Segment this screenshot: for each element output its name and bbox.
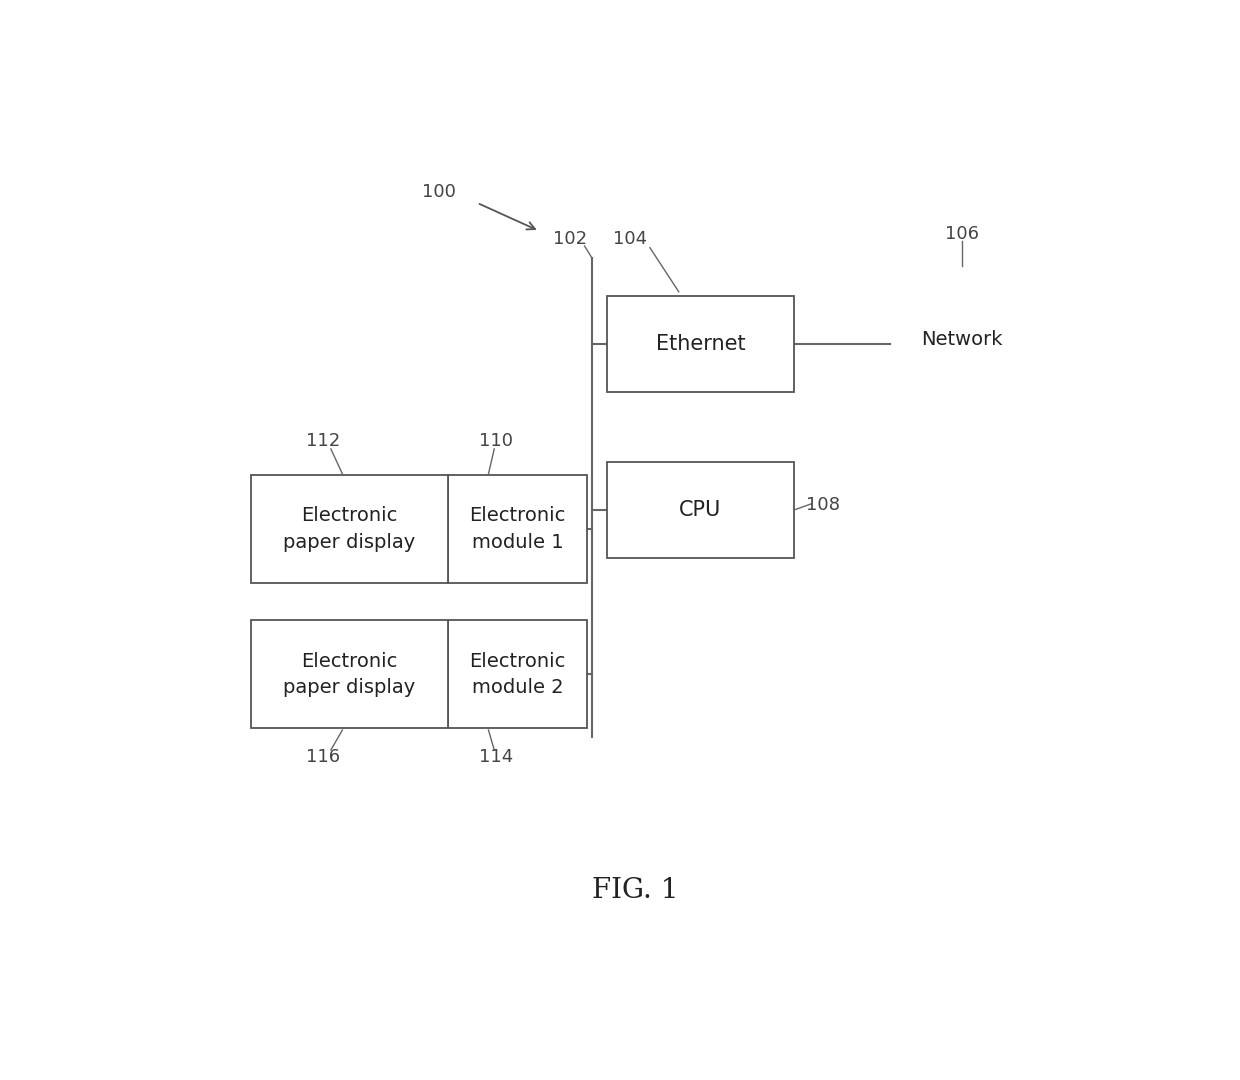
Text: 112: 112 xyxy=(306,432,340,450)
Text: 110: 110 xyxy=(479,432,513,450)
FancyBboxPatch shape xyxy=(606,462,794,558)
FancyBboxPatch shape xyxy=(448,620,588,728)
Text: Ethernet: Ethernet xyxy=(656,334,745,354)
Text: 102: 102 xyxy=(553,230,588,248)
Text: Electronic
module 2: Electronic module 2 xyxy=(470,651,565,697)
Text: Electronic
paper display: Electronic paper display xyxy=(284,507,415,552)
Text: 114: 114 xyxy=(479,748,513,767)
FancyBboxPatch shape xyxy=(448,475,588,583)
FancyBboxPatch shape xyxy=(606,296,794,392)
Text: 104: 104 xyxy=(613,230,647,248)
Text: 116: 116 xyxy=(306,748,340,767)
Text: Network: Network xyxy=(921,329,1003,349)
FancyBboxPatch shape xyxy=(250,475,448,583)
Text: 100: 100 xyxy=(422,183,455,201)
Text: 106: 106 xyxy=(945,225,980,243)
FancyBboxPatch shape xyxy=(250,620,448,728)
Text: CPU: CPU xyxy=(680,500,722,521)
Text: FIG. 1: FIG. 1 xyxy=(593,877,678,904)
Text: 108: 108 xyxy=(806,497,839,514)
Text: Electronic
paper display: Electronic paper display xyxy=(284,651,415,697)
Text: Electronic
module 1: Electronic module 1 xyxy=(470,507,565,552)
